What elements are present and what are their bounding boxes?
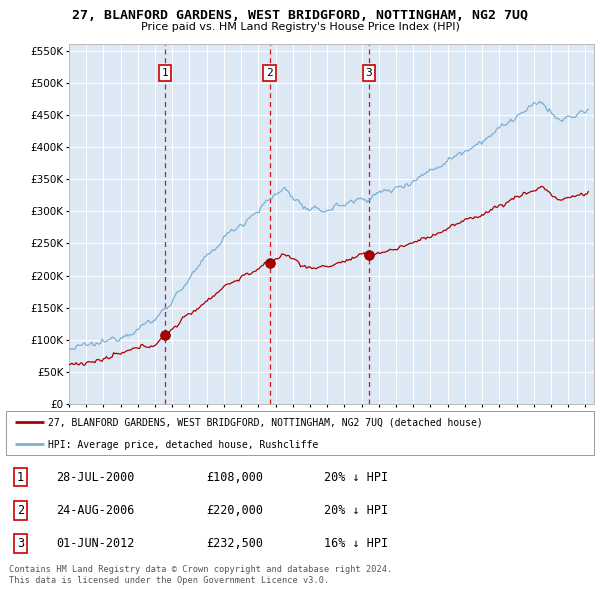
Text: 2: 2 bbox=[266, 68, 273, 78]
Text: 20% ↓ HPI: 20% ↓ HPI bbox=[323, 503, 388, 517]
Text: Price paid vs. HM Land Registry's House Price Index (HPI): Price paid vs. HM Land Registry's House … bbox=[140, 22, 460, 32]
Text: 01-JUN-2012: 01-JUN-2012 bbox=[56, 536, 134, 550]
Text: 2: 2 bbox=[17, 503, 24, 517]
Text: 27, BLANFORD GARDENS, WEST BRIDGFORD, NOTTINGHAM, NG2 7UQ (detached house): 27, BLANFORD GARDENS, WEST BRIDGFORD, NO… bbox=[49, 418, 483, 428]
Text: 27, BLANFORD GARDENS, WEST BRIDGFORD, NOTTINGHAM, NG2 7UQ: 27, BLANFORD GARDENS, WEST BRIDGFORD, NO… bbox=[72, 9, 528, 22]
Text: £220,000: £220,000 bbox=[206, 503, 263, 517]
Text: 1: 1 bbox=[161, 68, 168, 78]
Text: 1: 1 bbox=[17, 470, 24, 484]
Text: £108,000: £108,000 bbox=[206, 470, 263, 484]
Text: 3: 3 bbox=[17, 536, 24, 550]
Text: HPI: Average price, detached house, Rushcliffe: HPI: Average price, detached house, Rush… bbox=[49, 440, 319, 450]
Text: 24-AUG-2006: 24-AUG-2006 bbox=[56, 503, 134, 517]
Text: £232,500: £232,500 bbox=[206, 536, 263, 550]
Text: 28-JUL-2000: 28-JUL-2000 bbox=[56, 470, 134, 484]
Text: 16% ↓ HPI: 16% ↓ HPI bbox=[323, 536, 388, 550]
Text: 3: 3 bbox=[365, 68, 372, 78]
Text: 20% ↓ HPI: 20% ↓ HPI bbox=[323, 470, 388, 484]
Text: Contains HM Land Registry data © Crown copyright and database right 2024.
This d: Contains HM Land Registry data © Crown c… bbox=[9, 565, 392, 585]
